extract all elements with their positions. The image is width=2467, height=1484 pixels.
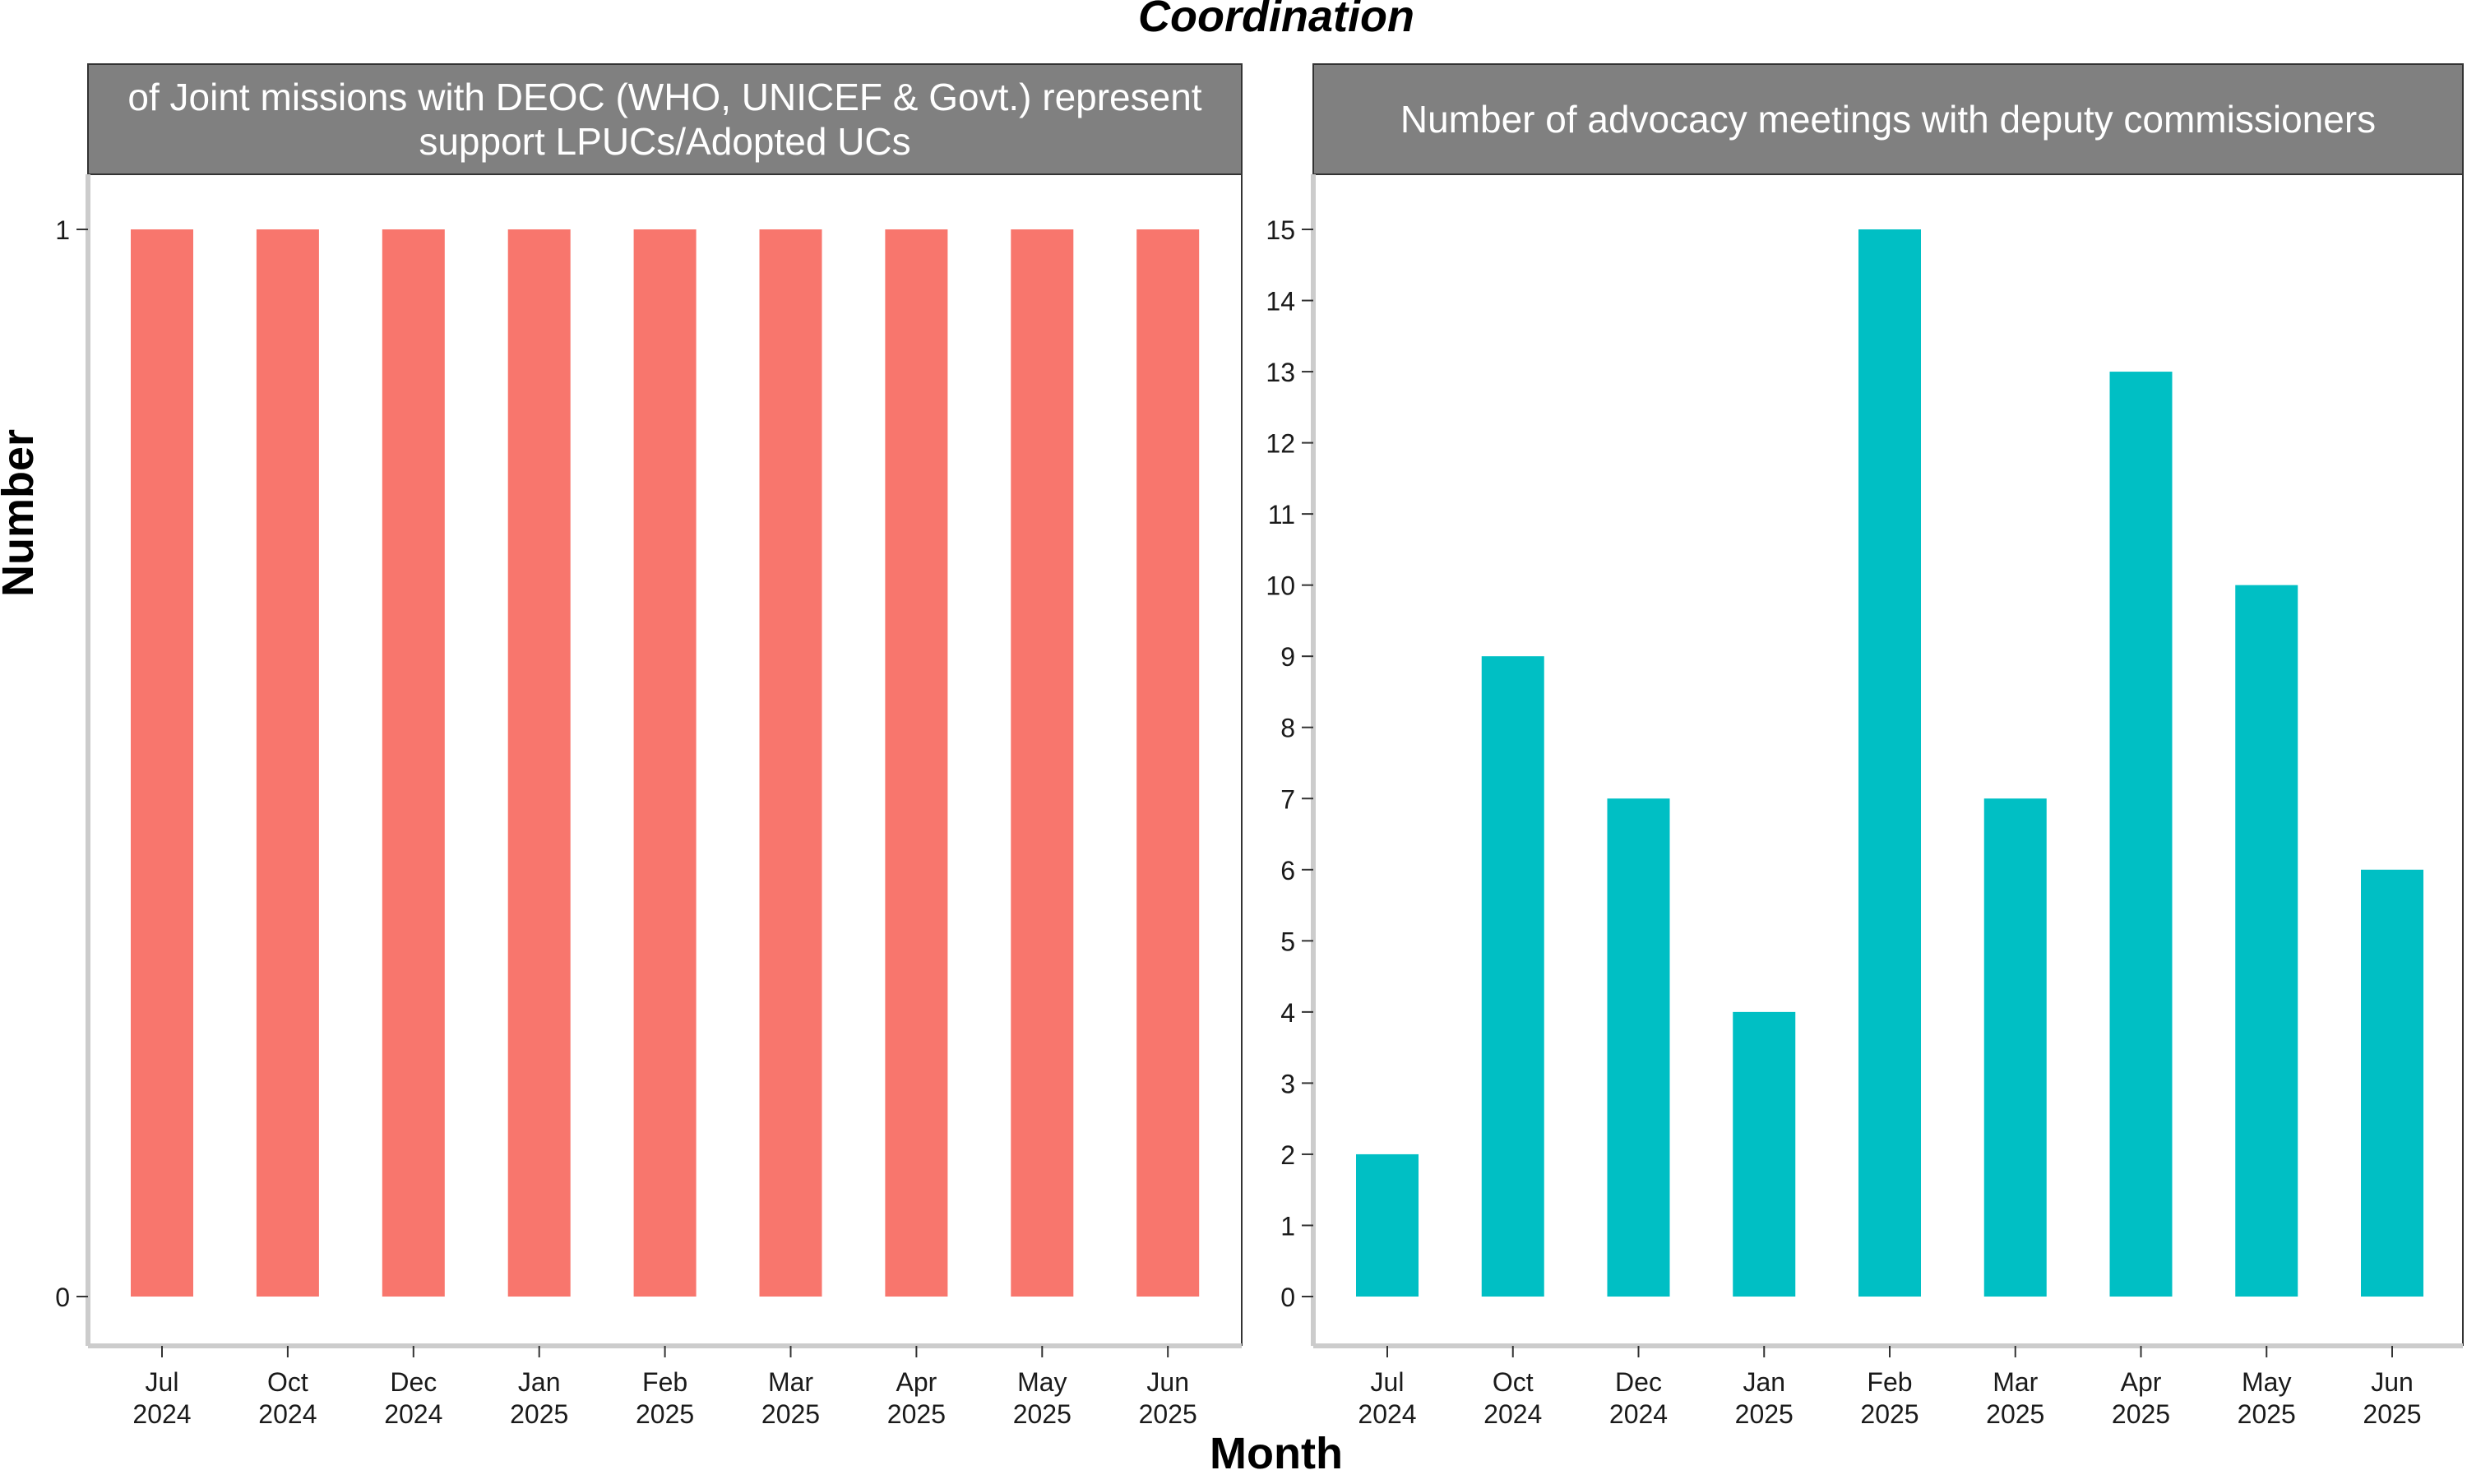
bar bbox=[256, 229, 319, 1297]
bar bbox=[507, 229, 571, 1297]
x-tick-label-month: Feb bbox=[642, 1367, 687, 1397]
bar bbox=[2235, 585, 2298, 1297]
figure-title: Coordination bbox=[1138, 0, 1414, 41]
x-tick-label-year: 2025 bbox=[761, 1399, 820, 1429]
x-tick-label-month: Apr bbox=[2121, 1367, 2162, 1397]
x-tick-label-month: May bbox=[1017, 1367, 1067, 1397]
panel-joint-missions: of Joint missions with DEOC (WHO, UNICEF… bbox=[55, 63, 1243, 1429]
y-tick-label: 14 bbox=[1266, 287, 1295, 317]
x-tick-label-year: 2025 bbox=[2363, 1399, 2421, 1429]
x-tick-label-year: 2025 bbox=[2112, 1399, 2170, 1429]
x-tick-label-month: Oct bbox=[267, 1367, 308, 1397]
x-tick-label-year: 2025 bbox=[1013, 1399, 1072, 1429]
y-tick-label: 3 bbox=[1280, 1069, 1295, 1098]
y-tick-label: 7 bbox=[1280, 784, 1295, 814]
y-tick-label: 2 bbox=[1280, 1140, 1295, 1170]
bar bbox=[1733, 1011, 1796, 1297]
y-axis-title: Number bbox=[0, 429, 43, 597]
y-tick-label: 1 bbox=[55, 215, 70, 245]
x-tick-label-month: Jul bbox=[1371, 1367, 1405, 1397]
bar bbox=[633, 229, 697, 1297]
y-tick-label: 13 bbox=[1266, 358, 1295, 387]
bar bbox=[1356, 1153, 1419, 1297]
panel-title-line: support LPUCs/Adopted UCs bbox=[419, 120, 910, 163]
panel-strip bbox=[1312, 63, 2464, 175]
x-tick-label-year: 2025 bbox=[636, 1399, 694, 1429]
x-tick-label-year: 2025 bbox=[2238, 1399, 2296, 1429]
y-tick-label: 10 bbox=[1266, 571, 1295, 601]
bar bbox=[885, 229, 948, 1297]
x-tick-label-month: Mar bbox=[768, 1367, 813, 1397]
x-tick-label-year: 2024 bbox=[384, 1399, 442, 1429]
panel-advocacy-meetings: Number of advocacy meetings with deputy … bbox=[1266, 63, 2464, 1429]
y-tick-label: 9 bbox=[1280, 642, 1295, 672]
y-tick-label: 0 bbox=[55, 1283, 70, 1312]
x-tick-label-month: May bbox=[2242, 1367, 2291, 1397]
x-tick-label-month: Apr bbox=[896, 1367, 937, 1397]
panel-title-line: Number of advocacy meetings with deputy … bbox=[1400, 98, 2376, 141]
bar bbox=[131, 229, 193, 1297]
y-tick-label: 4 bbox=[1280, 998, 1295, 1028]
bar bbox=[2361, 869, 2423, 1297]
bar bbox=[1136, 229, 1200, 1297]
y-tick-label: 12 bbox=[1266, 429, 1295, 459]
x-axis-title: Month bbox=[1210, 1429, 1343, 1478]
x-tick-label-month: Jan bbox=[1743, 1367, 1785, 1397]
bar bbox=[1481, 656, 1544, 1297]
y-tick-label: 11 bbox=[1268, 500, 1295, 529]
x-tick-label-year: 2024 bbox=[1358, 1399, 1416, 1429]
x-tick-label-year: 2024 bbox=[1483, 1399, 1542, 1429]
y-tick-label: 15 bbox=[1266, 215, 1295, 245]
y-tick-label: 5 bbox=[1280, 927, 1295, 956]
y-tick-label: 6 bbox=[1280, 856, 1295, 885]
x-tick-label-year: 2024 bbox=[1609, 1399, 1668, 1429]
y-tick-label: 8 bbox=[1280, 714, 1295, 743]
x-tick-label-year: 2025 bbox=[510, 1399, 568, 1429]
bar bbox=[2109, 372, 2173, 1297]
x-tick-label-month: Mar bbox=[1993, 1367, 2038, 1397]
x-tick-label-month: Feb bbox=[1867, 1367, 1912, 1397]
bar bbox=[1858, 229, 1921, 1297]
x-tick-label-month: Jan bbox=[518, 1367, 561, 1397]
bar bbox=[382, 229, 445, 1297]
x-tick-label-year: 2024 bbox=[132, 1399, 191, 1429]
bar bbox=[759, 229, 822, 1297]
panel-title-line: of Joint missions with DEOC (WHO, UNICEF… bbox=[127, 76, 1201, 118]
bar bbox=[1983, 798, 2047, 1297]
x-tick-label-year: 2025 bbox=[1986, 1399, 2044, 1429]
bar bbox=[1607, 798, 1670, 1297]
x-tick-label-month: Dec bbox=[1615, 1367, 1662, 1397]
x-tick-label-month: Dec bbox=[390, 1367, 437, 1397]
x-tick-label-year: 2025 bbox=[887, 1399, 946, 1429]
x-tick-label-month: Jun bbox=[1146, 1367, 1189, 1397]
panel-strip bbox=[87, 63, 1243, 175]
x-tick-label-month: Jul bbox=[146, 1367, 179, 1397]
x-tick-label-year: 2024 bbox=[258, 1399, 317, 1429]
x-tick-label-year: 2025 bbox=[1735, 1399, 1794, 1429]
x-tick-label-year: 2025 bbox=[1860, 1399, 1919, 1429]
x-tick-label-month: Oct bbox=[1493, 1367, 1534, 1397]
x-tick-label-month: Jun bbox=[2371, 1367, 2414, 1397]
x-tick-label-year: 2025 bbox=[1139, 1399, 1197, 1429]
y-tick-label: 0 bbox=[1280, 1283, 1295, 1312]
y-tick-label: 1 bbox=[1280, 1211, 1295, 1241]
bar bbox=[1011, 229, 1074, 1297]
